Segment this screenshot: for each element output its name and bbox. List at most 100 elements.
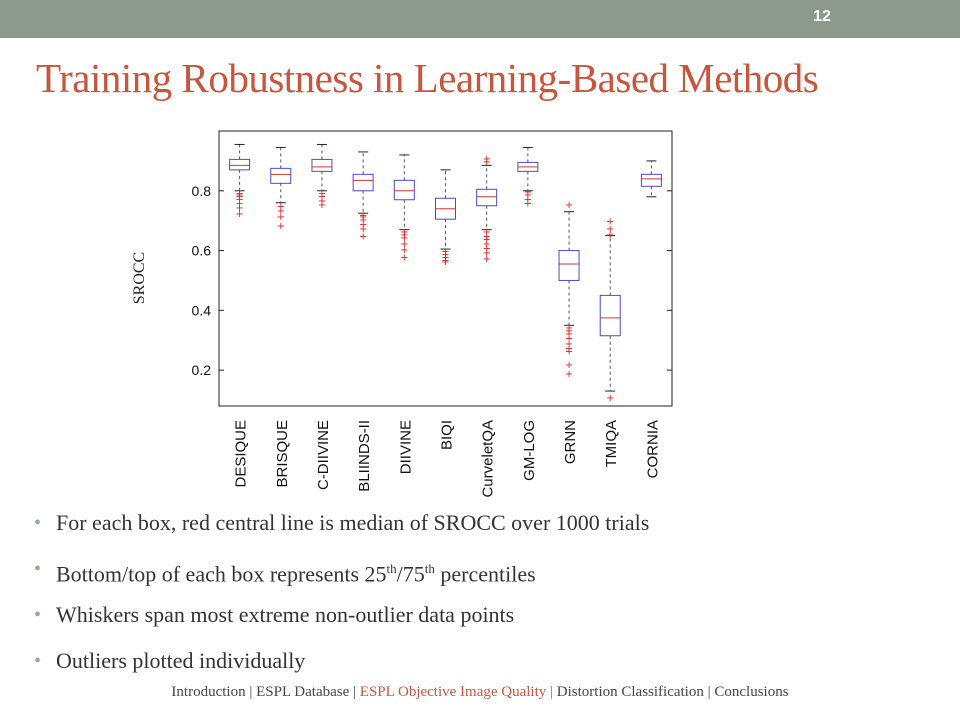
bullet-icon: • (34, 650, 42, 672)
box-iqr (352, 173, 374, 192)
outlier-marker: + (400, 239, 408, 250)
outlier-marker: + (482, 254, 490, 265)
slide-title: Training Robustness in Learning-Based Me… (36, 55, 819, 101)
outlier-marker: + (235, 188, 243, 199)
box-iqr (558, 250, 580, 281)
outlier-marker: + (441, 250, 449, 261)
outlier-marker: + (524, 190, 532, 201)
outlier-marker: + (565, 369, 573, 380)
outlier-marker: + (318, 196, 326, 207)
outlier-marker: + (482, 239, 490, 250)
footer-separator: | (349, 684, 360, 700)
x-tick-label: BIQI (439, 420, 456, 450)
x-tick-label: C-DIIVINE (315, 420, 332, 490)
outlier-marker: + (482, 235, 490, 246)
footer-link-conclusions[interactable]: Conclusions (714, 684, 789, 700)
y-axis-label: SROCC (131, 251, 148, 305)
outlier-marker: + (441, 256, 449, 267)
outlier-marker: + (235, 203, 243, 214)
outlier-marker: + (400, 227, 408, 238)
y-tick-label: 0.4 (192, 302, 212, 318)
outlier-marker: + (606, 217, 614, 228)
x-tick-label: DIIVINE (397, 420, 414, 474)
outlier-marker: + (235, 209, 243, 220)
outlier-marker: + (277, 206, 285, 217)
bullet-item: • Whiskers span most extreme non-outlier … (34, 596, 649, 642)
footer-separator: | (245, 684, 257, 700)
outlier-marker: + (565, 200, 573, 211)
outlier-marker: + (277, 221, 285, 232)
outlier-marker: + (441, 253, 449, 264)
outlier-marker: + (359, 211, 367, 222)
plot-frame (218, 130, 673, 407)
box-iqr (311, 158, 333, 172)
outlier-marker: + (482, 227, 490, 238)
outlier-marker: + (565, 323, 573, 334)
bullet-item: • Bottom/top of each box represents 25th/… (34, 550, 649, 596)
bullet-list: • For each box, red central line is media… (34, 504, 649, 688)
bullet-icon: • (34, 512, 42, 534)
outlier-marker: + (359, 212, 367, 223)
footer-nav: Introduction | ESPL Database | ESPL Obje… (0, 684, 960, 701)
x-tick-label: GRNN (562, 420, 579, 464)
footer-link-introduction[interactable]: Introduction (171, 684, 246, 700)
outlier-marker: + (235, 199, 243, 210)
outlier-marker: + (565, 344, 573, 355)
outlier-marker: + (524, 187, 532, 198)
outlier-marker: + (235, 190, 243, 201)
outlier-marker: + (359, 215, 367, 226)
outlier-marker: + (565, 326, 573, 337)
slide-number: 12 (813, 8, 831, 25)
bullet-icon: • (34, 558, 42, 580)
outlier-marker: + (524, 199, 532, 210)
box-iqr (476, 188, 498, 207)
outlier-marker: + (441, 247, 449, 258)
outlier-marker: + (400, 233, 408, 244)
outlier-marker: + (482, 248, 490, 259)
outlier-marker: + (482, 232, 490, 243)
footer-separator: | (703, 684, 715, 700)
footer-link-espl-objective-image-quality[interactable]: ESPL Objective Image Quality (359, 684, 547, 700)
footer-separator: | (546, 684, 557, 700)
outlier-marker: + (482, 244, 490, 255)
y-tick-label: 0.2 (192, 362, 212, 378)
outlier-marker: + (359, 232, 367, 243)
x-tick-label: TMIQA (603, 420, 620, 468)
outlier-marker: + (235, 194, 243, 205)
bullet-icon: • (34, 604, 42, 626)
outlier-marker: + (482, 157, 490, 168)
box-iqr (229, 158, 251, 171)
outlier-marker: + (524, 194, 532, 205)
box-iqr (393, 179, 415, 201)
outlier-marker: + (359, 220, 367, 231)
outlier-marker: + (318, 188, 326, 199)
box-iqr (640, 173, 662, 187)
outlier-marker: + (277, 212, 285, 223)
x-tick-label: DESIQUE (233, 420, 250, 488)
outlier-marker: + (318, 191, 326, 202)
x-tick-label: BRISQUE (274, 420, 291, 488)
outlier-marker: + (277, 202, 285, 213)
x-tick-label: GM-LOG (521, 420, 538, 481)
footer-link-espl-database[interactable]: ESPL Database (256, 684, 350, 700)
box-iqr (599, 294, 621, 337)
outlier-marker: + (606, 224, 614, 235)
footer-link-distortion-classification[interactable]: Distortion Classification (556, 684, 704, 700)
outlier-marker: + (235, 191, 243, 202)
outlier-marker: + (565, 360, 573, 371)
bullet-item: • For each box, red central line is media… (34, 504, 649, 550)
x-tick-label: CurveletQA (480, 420, 497, 498)
outlier-marker: + (565, 347, 573, 358)
outlier-marker: + (565, 339, 573, 350)
x-tick-label: BLIINDS-II (356, 420, 373, 492)
outlier-marker: + (359, 224, 367, 235)
y-tick-label: 0.8 (192, 183, 212, 199)
outlier-marker: + (565, 329, 573, 340)
outlier-marker: + (318, 200, 326, 211)
bullet-item: • Outliers plotted individually (34, 642, 649, 688)
x-tick-label: CORNIA (644, 420, 661, 478)
outlier-marker: + (441, 257, 449, 268)
outlier-marker: + (400, 230, 408, 241)
outlier-marker: + (482, 154, 490, 165)
